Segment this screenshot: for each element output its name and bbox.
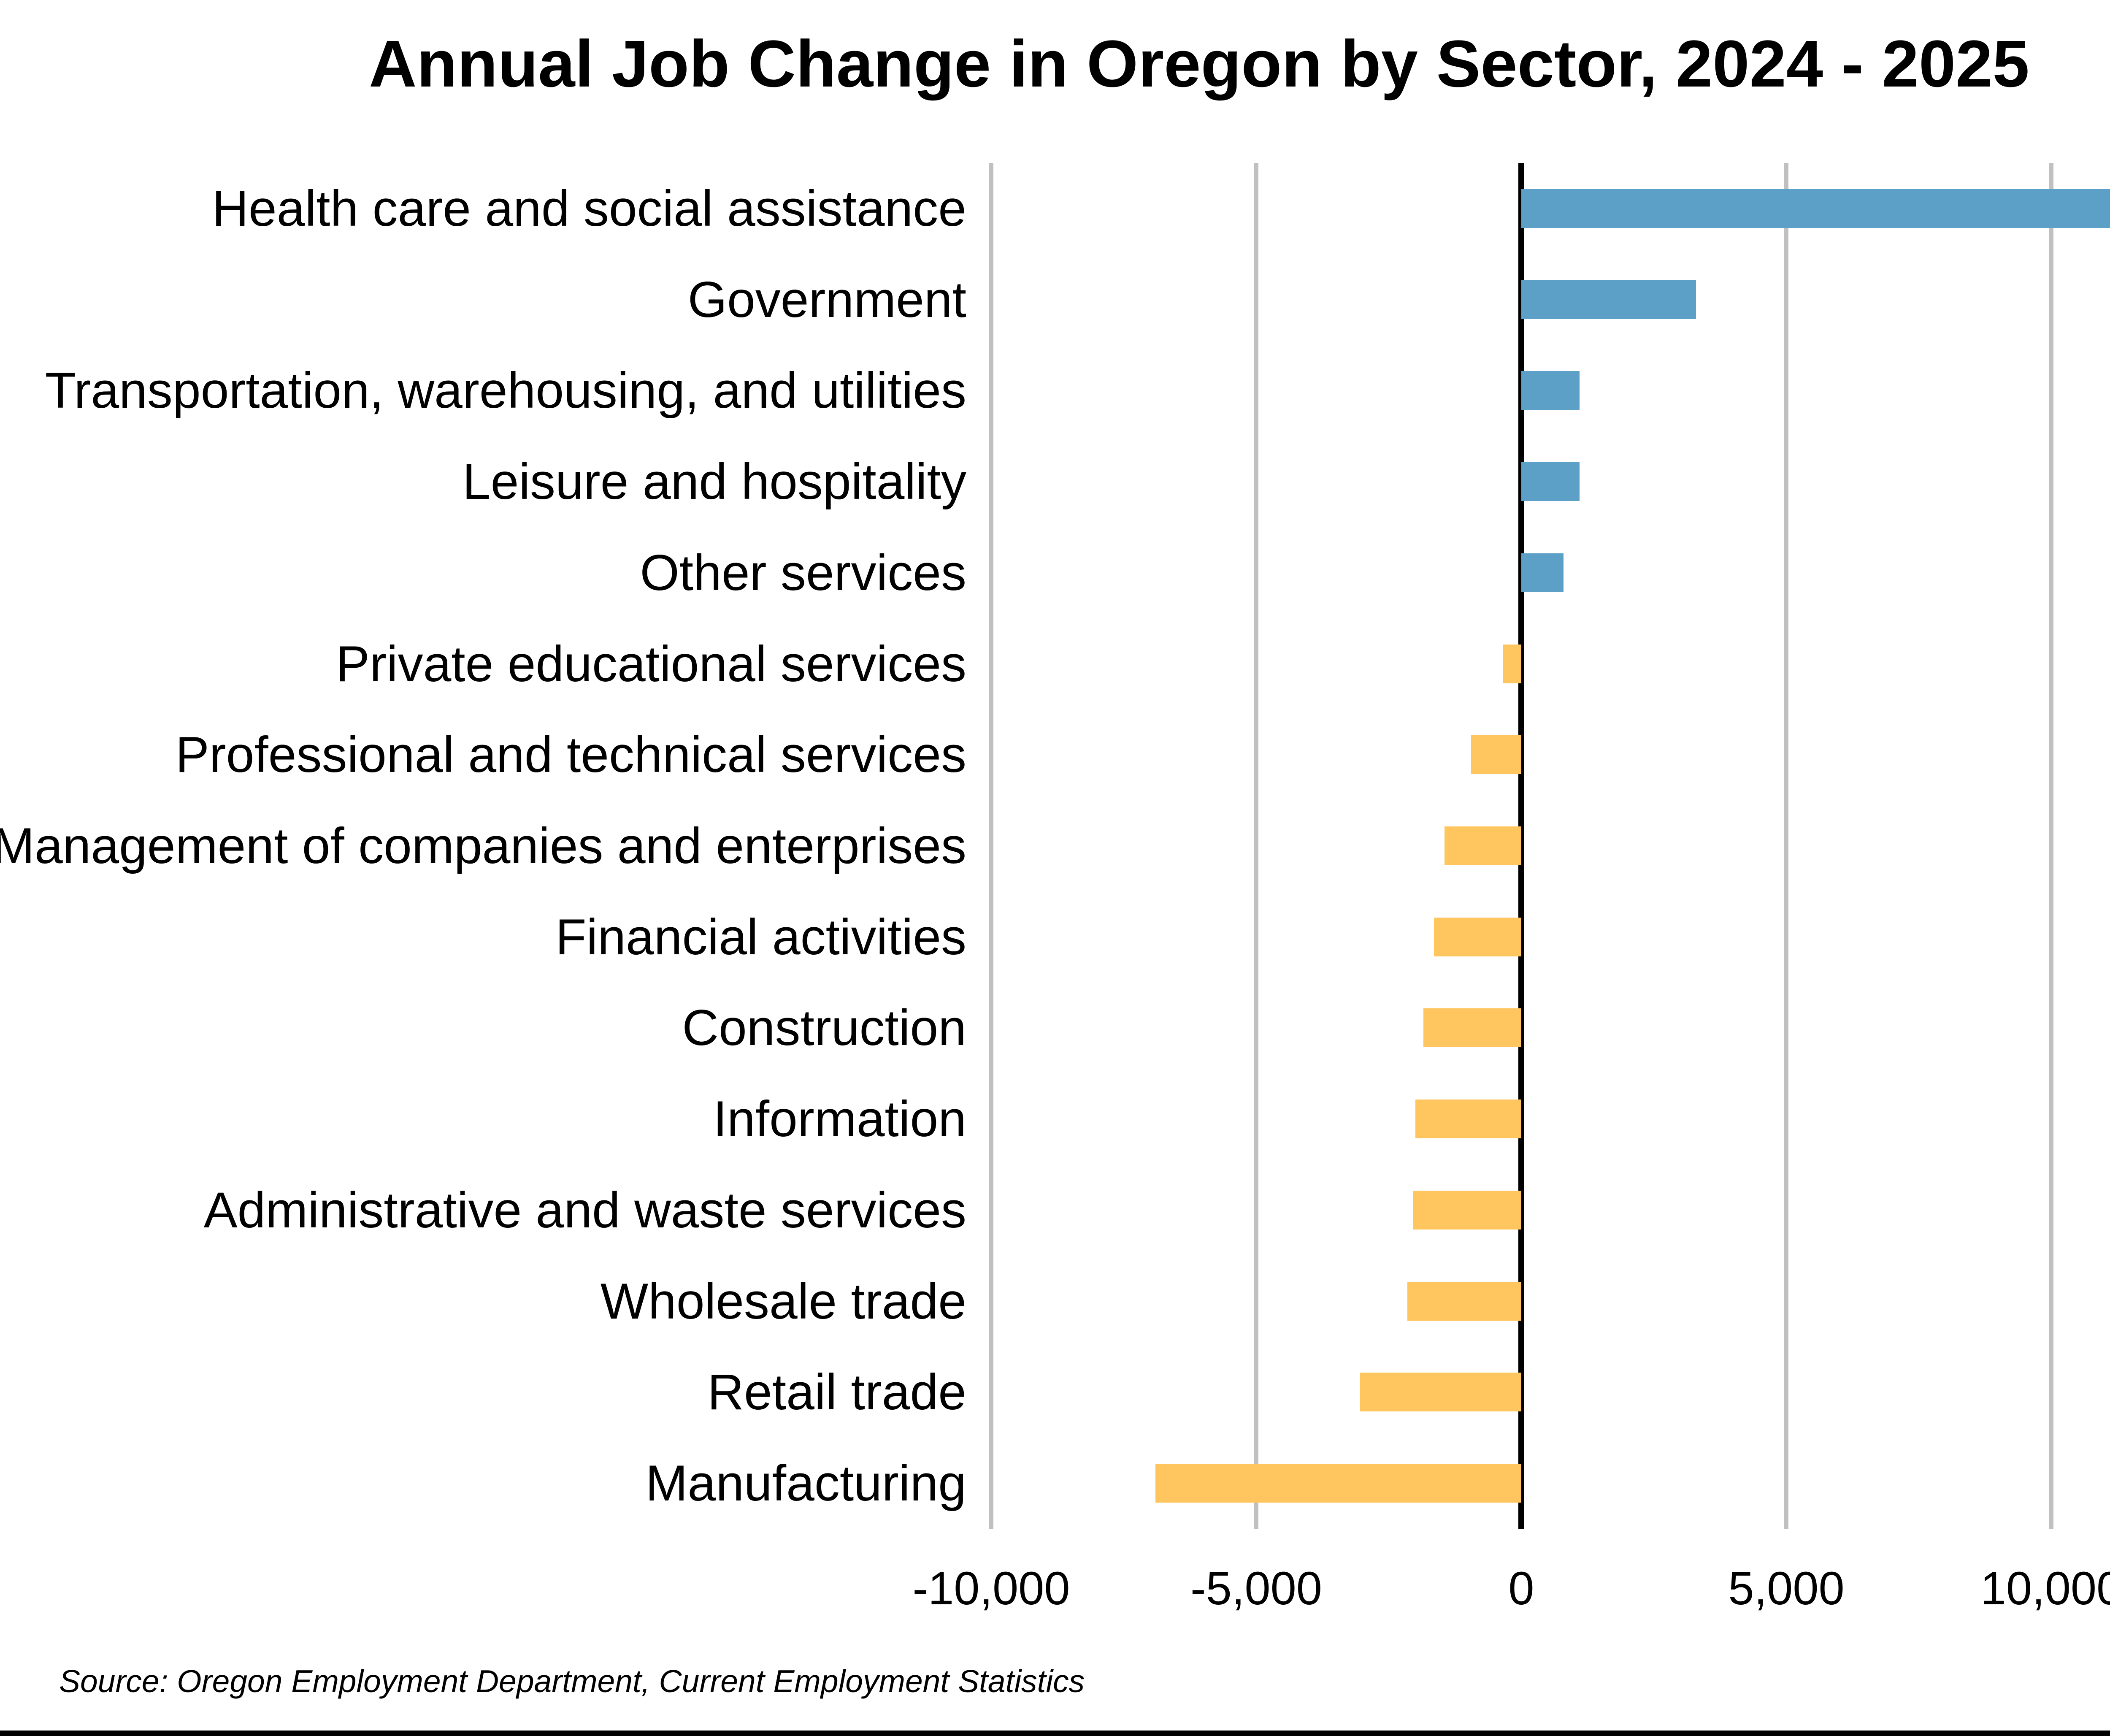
category-label: Information [713, 1091, 966, 1148]
bar-negative [1415, 1100, 1521, 1139]
bar-negative [1359, 1373, 1521, 1412]
chart-title: Annual Job Change in Oregon by Sector, 2… [369, 27, 2029, 101]
category-label: Health care and social assistance [212, 180, 966, 237]
category-label: Management of companies and enterprises [0, 818, 966, 874]
bar-negative [1412, 1190, 1521, 1230]
x-tick-label: -5,000 [1190, 1563, 1322, 1614]
gridline [989, 163, 993, 1529]
gridline [2049, 163, 2053, 1529]
source-note: Source: Oregon Employment Department, Cu… [59, 1663, 1085, 1699]
bar-negative [1444, 826, 1521, 865]
gridline [1784, 163, 1788, 1529]
x-tick-label: 10,000 [1980, 1563, 2110, 1614]
category-label: Other services [640, 544, 966, 601]
bottom-border-line [0, 1731, 2110, 1736]
bar-positive [1521, 371, 1580, 410]
category-label: Private educational services [335, 635, 966, 692]
category-label: Transportation, warehousing, and utiliti… [45, 362, 966, 419]
category-label: Leisure and hospitality [462, 453, 966, 510]
category-label: Wholesale trade [600, 1273, 966, 1330]
bar-negative [1503, 644, 1521, 683]
bar-negative [1407, 1281, 1521, 1321]
bar-positive [1521, 280, 1696, 319]
category-label: Professional and technical services [175, 726, 966, 783]
gridline [1254, 163, 1258, 1529]
category-label: Financial activities [555, 908, 966, 965]
category-label: Retail trade [707, 1364, 966, 1421]
zero-axis-line [1518, 163, 1524, 1529]
bar-negative [1155, 1464, 1521, 1503]
category-label: Government [687, 271, 966, 328]
bar-positive [1521, 462, 1580, 501]
x-tick-label: 0 [1508, 1563, 1534, 1614]
category-label: Manufacturing [645, 1455, 966, 1512]
bar-negative [1471, 735, 1521, 775]
x-tick-label: 5,000 [1728, 1563, 1845, 1614]
category-label: Construction [682, 999, 966, 1056]
bar-positive [1521, 553, 1564, 592]
bar-negative [1423, 1008, 1521, 1048]
bar-positive [1521, 189, 2110, 228]
category-label: Administrative and waste services [203, 1181, 966, 1238]
bar-negative [1434, 917, 1521, 956]
x-tick-label: -10,000 [912, 1563, 1070, 1614]
